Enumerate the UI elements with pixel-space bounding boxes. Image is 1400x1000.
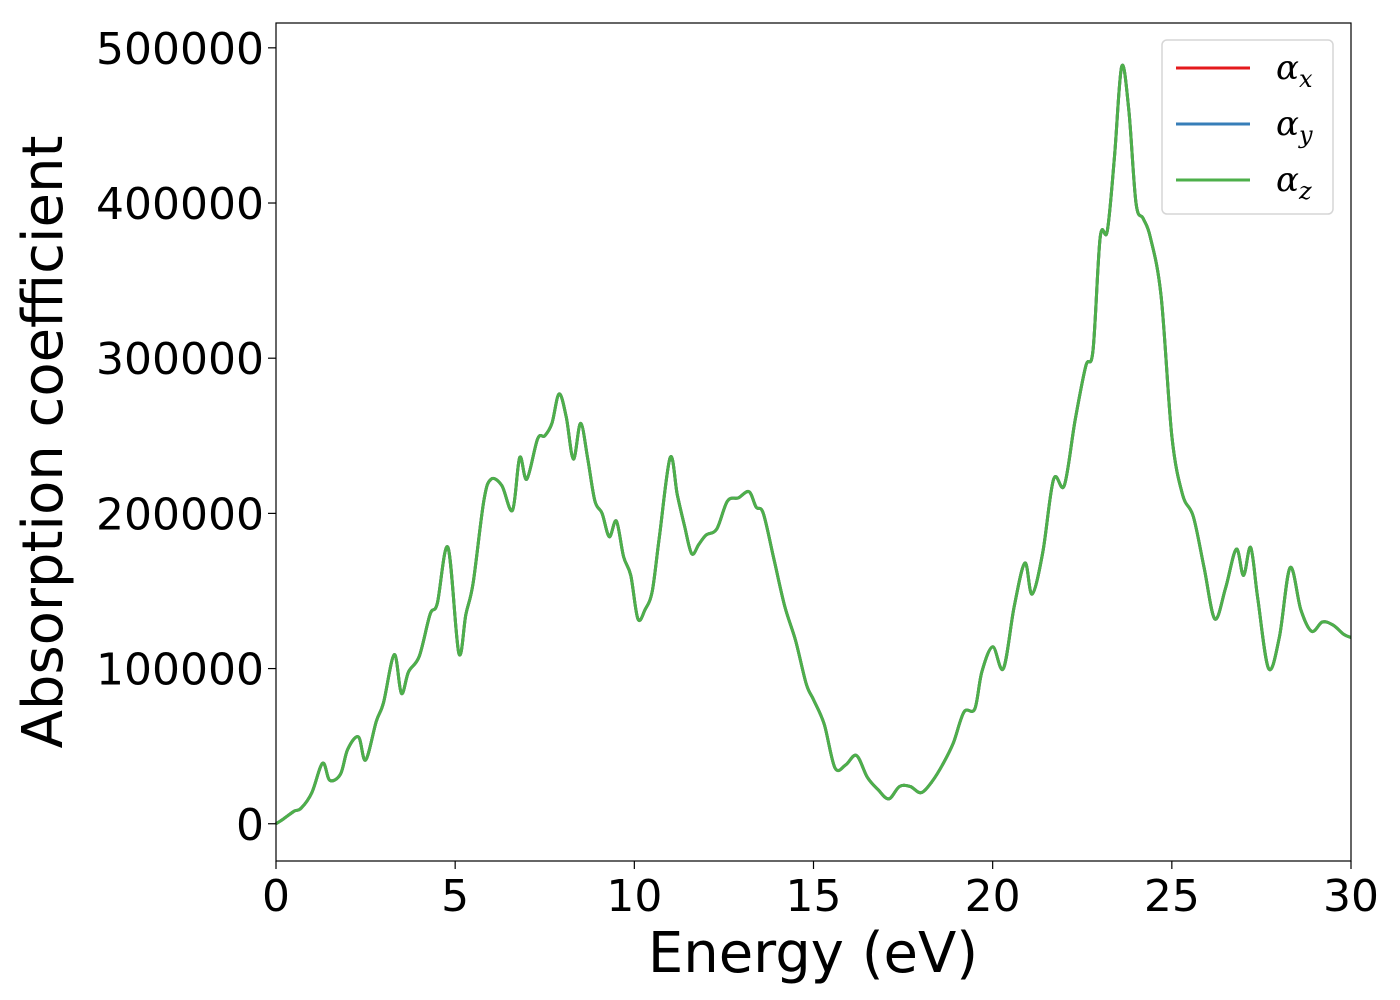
x-tick-label: 20: [965, 871, 1021, 922]
x-tick-label: 10: [606, 871, 662, 922]
series-line-alpha-z: [275, 63, 1352, 826]
x-tick-label: 25: [1144, 871, 1200, 922]
legend: αx αy αz: [1161, 39, 1334, 215]
x-axis-ticks: 0 5 10 15 20 25 30: [262, 861, 1379, 922]
legend-label-alpha-x: αx: [1276, 48, 1313, 93]
y-tick-label: 500000: [96, 24, 264, 75]
y-tick-label: 100000: [96, 645, 264, 696]
legend-label-alpha-y: αy: [1276, 104, 1313, 149]
x-tick-label: 30: [1323, 871, 1379, 922]
x-tick-label: 0: [262, 871, 290, 922]
legend-label-alpha-z: αz: [1276, 160, 1312, 205]
plot-frame: [275, 22, 1352, 862]
x-tick-label: 5: [441, 871, 469, 922]
y-tick-label: 400000: [96, 179, 264, 230]
y-axis-ticks: 0 100000 200000 300000 400000 500000: [96, 24, 276, 851]
x-axis-title: Energy (eV): [648, 921, 978, 986]
legend-box: [1161, 39, 1334, 215]
series-lines: [275, 63, 1352, 826]
x-tick-label: 15: [786, 871, 842, 922]
y-tick-label: 300000: [96, 334, 264, 385]
y-tick-label: 200000: [96, 489, 264, 540]
y-axis-title: Absorption coefficient: [11, 136, 76, 749]
y-tick-label: 0: [236, 800, 264, 851]
